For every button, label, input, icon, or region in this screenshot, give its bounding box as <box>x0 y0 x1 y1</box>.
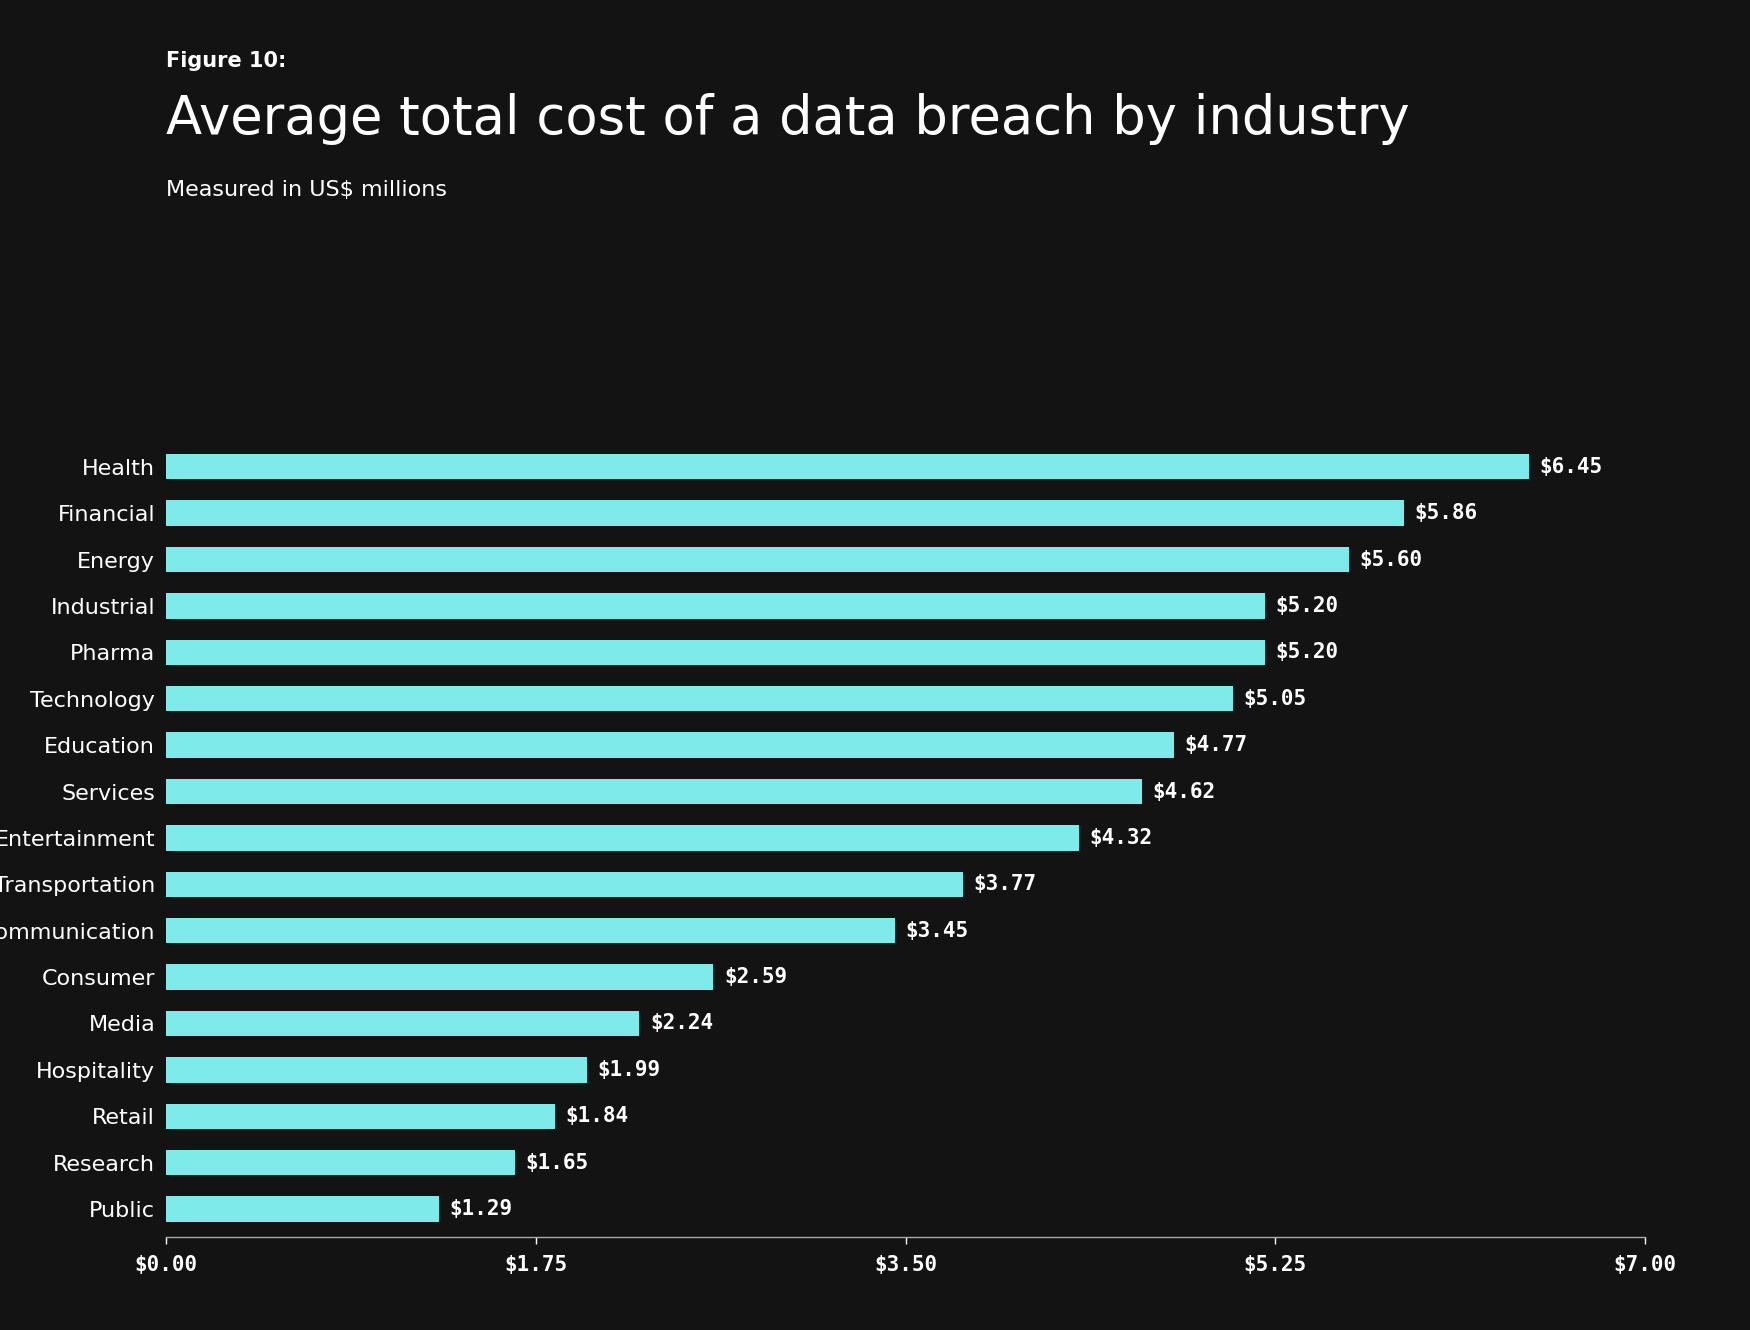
Text: $1.65: $1.65 <box>525 1153 588 1173</box>
Text: $5.20: $5.20 <box>1276 642 1339 662</box>
Text: Average total cost of a data breach by industry: Average total cost of a data breach by i… <box>166 93 1411 145</box>
Text: $4.77: $4.77 <box>1185 735 1248 755</box>
Bar <box>166 454 1530 480</box>
Text: $1.99: $1.99 <box>597 1060 660 1080</box>
Text: $5.60: $5.60 <box>1360 549 1423 569</box>
Bar <box>166 1104 555 1129</box>
Text: $2.24: $2.24 <box>649 1013 714 1033</box>
Bar <box>166 640 1265 665</box>
Bar <box>166 593 1265 618</box>
Text: $5.05: $5.05 <box>1244 689 1307 709</box>
Text: $3.45: $3.45 <box>906 920 970 940</box>
Bar <box>166 547 1349 572</box>
Text: Measured in US$ millions: Measured in US$ millions <box>166 180 448 200</box>
Bar <box>166 733 1174 758</box>
Bar <box>166 1150 514 1176</box>
Bar <box>166 1196 439 1222</box>
Text: $4.62: $4.62 <box>1153 782 1216 802</box>
Text: $5.20: $5.20 <box>1276 596 1339 616</box>
Text: Figure 10:: Figure 10: <box>166 51 287 70</box>
Text: $5.86: $5.86 <box>1414 503 1477 523</box>
Bar <box>166 500 1404 525</box>
Text: $1.84: $1.84 <box>565 1107 628 1127</box>
Text: $2.59: $2.59 <box>724 967 788 987</box>
Bar <box>166 779 1143 805</box>
Text: $1.29: $1.29 <box>450 1200 513 1220</box>
Bar <box>166 918 894 943</box>
Text: $4.32: $4.32 <box>1090 827 1153 849</box>
Bar <box>166 1011 639 1036</box>
Bar <box>166 871 963 896</box>
Bar <box>166 686 1234 712</box>
Bar <box>166 825 1078 851</box>
Text: $3.77: $3.77 <box>973 874 1036 894</box>
Bar <box>166 964 714 990</box>
Text: $6.45: $6.45 <box>1540 456 1603 476</box>
Bar <box>166 1057 586 1083</box>
